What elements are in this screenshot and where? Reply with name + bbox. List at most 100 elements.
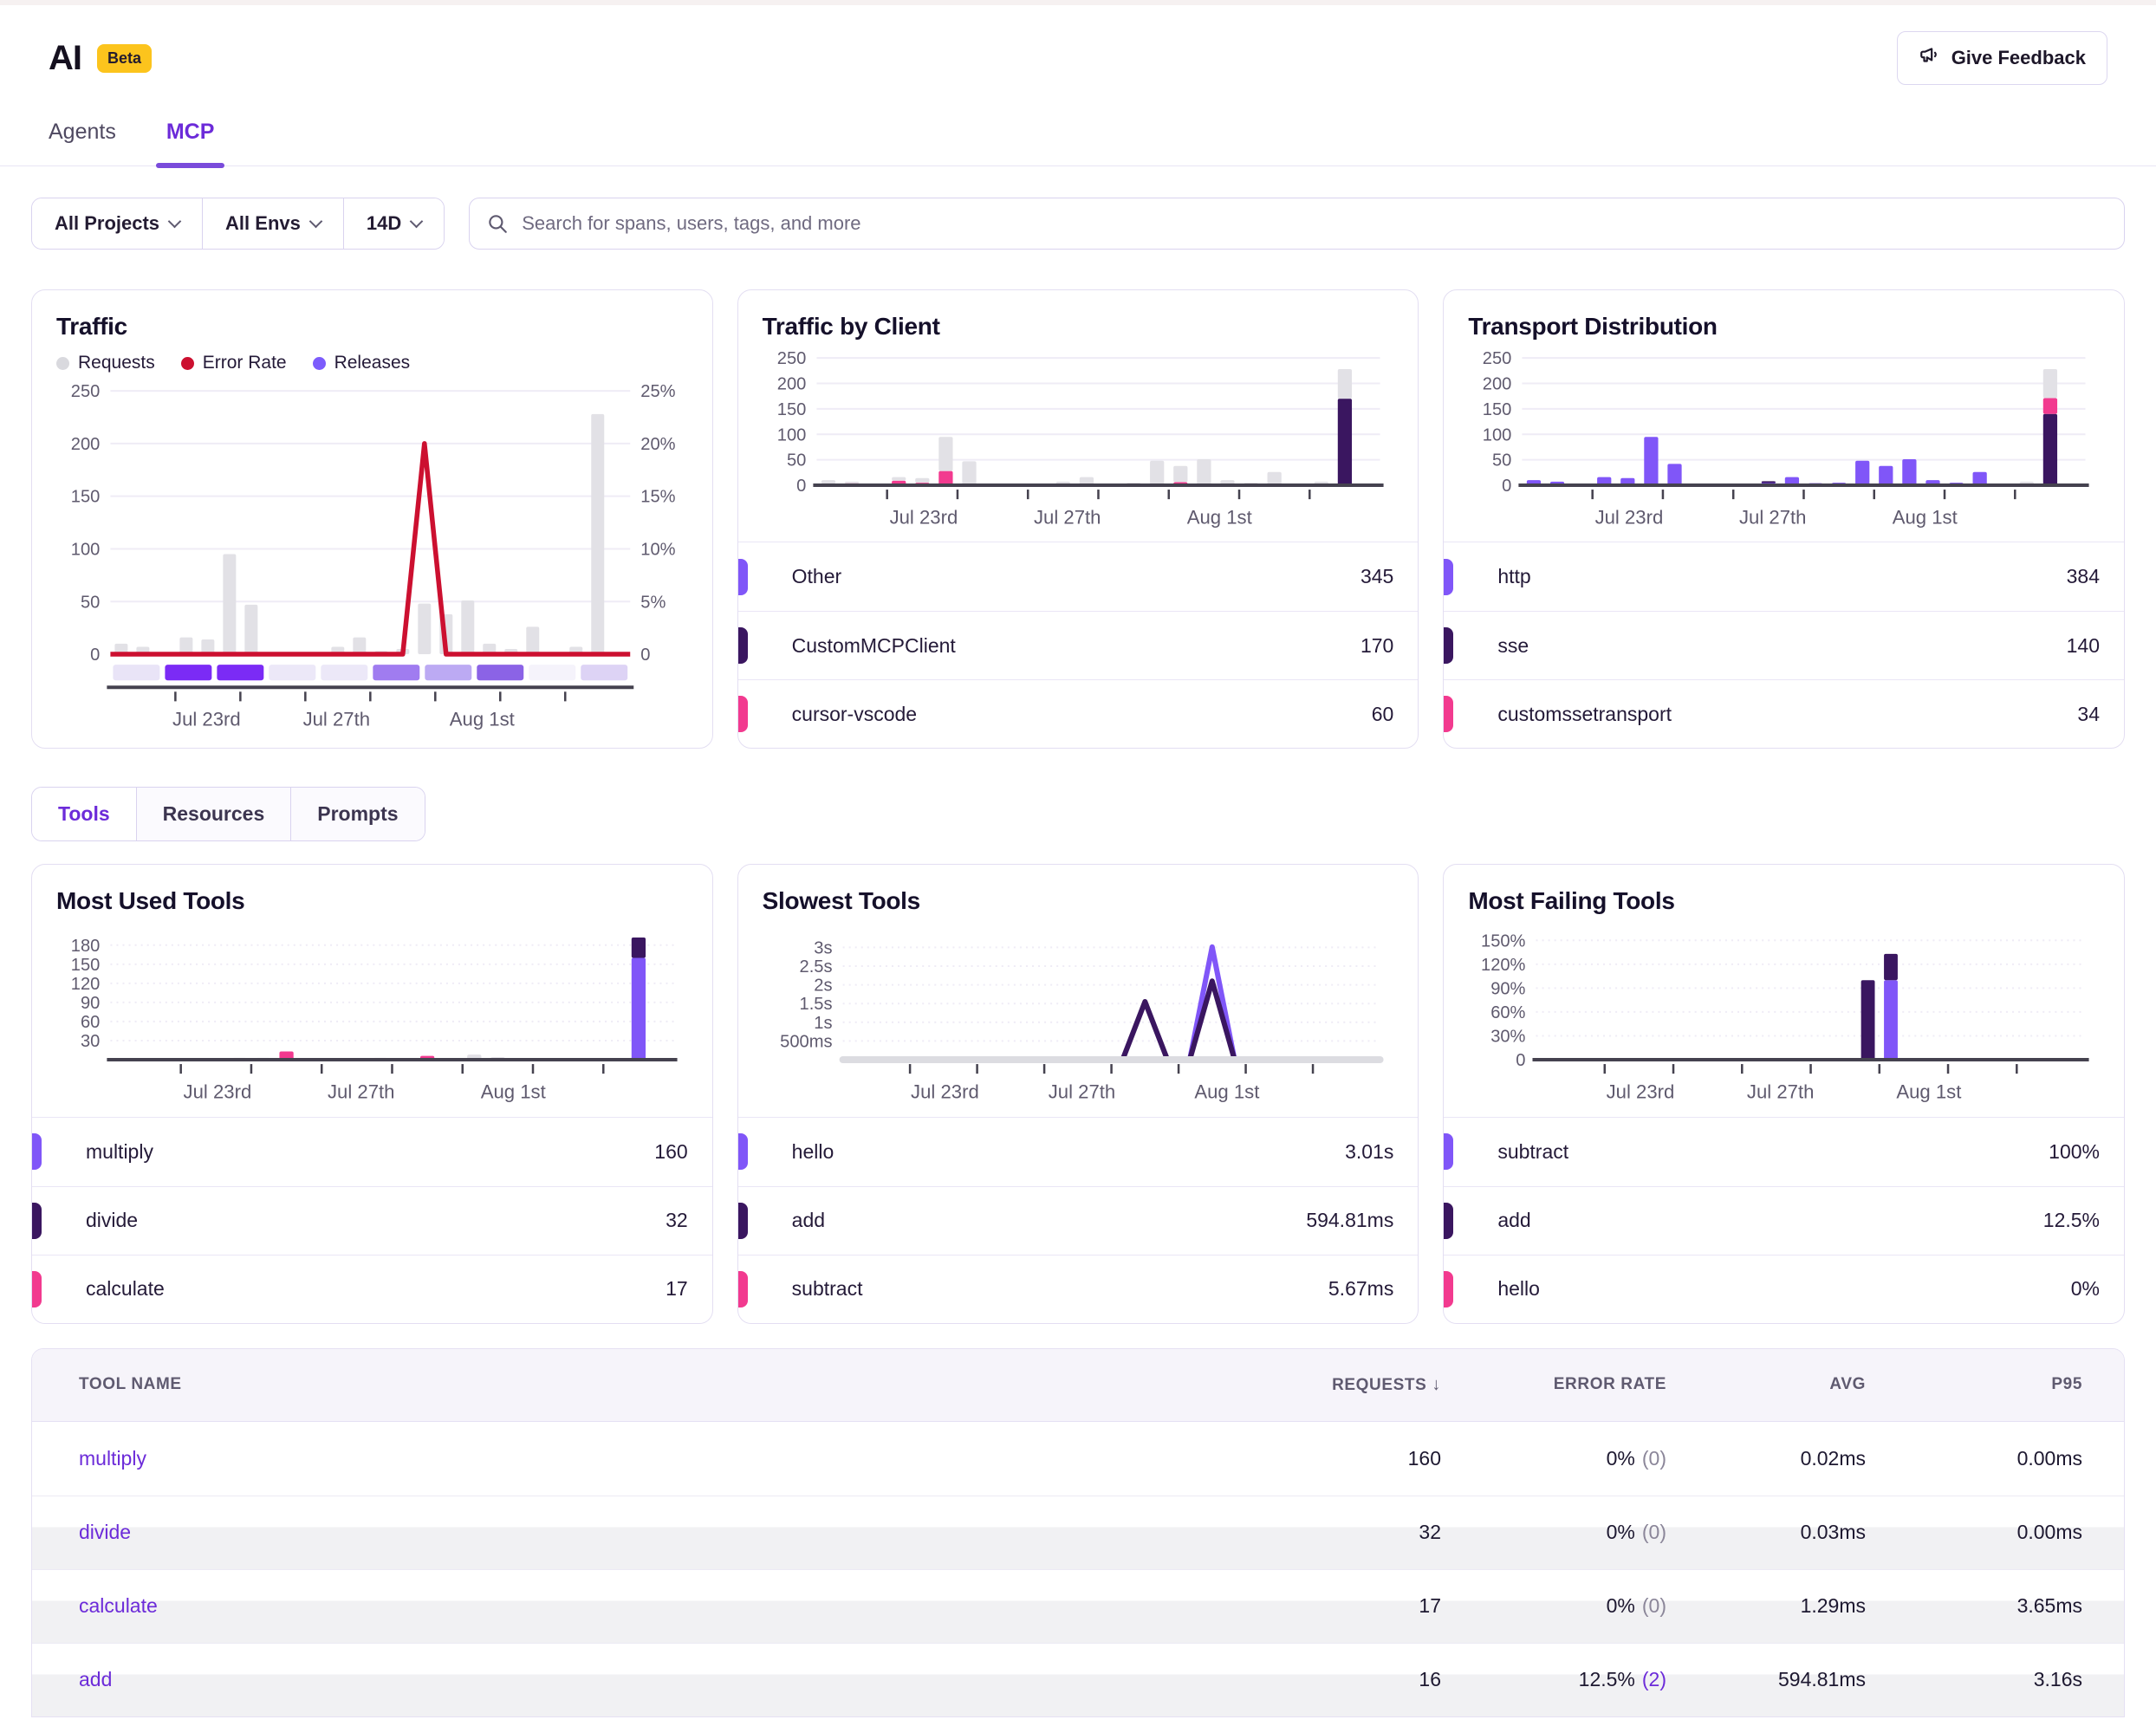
slow-card: Slowest Tools 500ms 1s 1.5s 2s 2.5s 3s Jul 23rd… [737,864,1419,1324]
legend-chip [737,558,748,595]
transport-legend-item[interactable]: http 384 [1444,542,2124,611]
used-legend-item[interactable]: calculate 17 [32,1254,712,1323]
tab-tools[interactable]: Tools [32,788,137,841]
tool-name-link[interactable]: divide [79,1521,132,1544]
used-legend-item[interactable]: divide 32 [32,1185,712,1255]
col-tool-name[interactable]: TOOL NAME [79,1375,182,1394]
transport-legend-item[interactable]: customssetransport 34 [1444,679,2124,748]
slow-legend-item[interactable]: add 594.81ms [737,1185,1419,1255]
primary-tabs: Agents MCP [0,85,2156,168]
svg-text:50: 50 [1492,451,1511,470]
legend-label: calculate [86,1277,165,1301]
svg-text:180: 180 [71,937,101,956]
svg-text:0: 0 [1516,1051,1526,1070]
tab-mcp[interactable]: MCP [155,120,224,168]
legend-label: customssetransport [1497,702,1672,725]
svg-text:3s: 3s [814,939,832,958]
col-requests[interactable]: REQUESTS ↓ [1332,1374,1441,1394]
svg-text:250: 250 [1483,349,1512,368]
svg-text:150: 150 [71,956,101,975]
projects-filter-dropdown[interactable]: All Projects [32,198,204,249]
transport-chart[interactable]: 0 50 100 150 200 250 Jul 23rd Jul 27th Aug 1st [1468,346,2100,533]
svg-text:250: 250 [776,349,806,368]
table-row[interactable]: multiply 160 0% (0) 0.02ms 0.00ms [32,1422,2124,1496]
legend-chip [737,696,748,733]
svg-text:0: 0 [796,477,806,496]
used-title: Most Used Tools [56,887,245,915]
search-icon [486,212,509,239]
transport-card: Transport Distribution 0 50 100 150 200 250 Jul… [1443,289,2125,749]
svg-text:250: 250 [71,382,101,401]
svg-text:Jul 23rd: Jul 23rd [172,709,241,730]
legend-item[interactable]: Error Rate [180,353,287,373]
client-legend-item[interactable]: Other 345 [737,542,1419,611]
svg-text:Jul 23rd: Jul 23rd [889,506,958,528]
tab-resources[interactable]: Resources [136,788,292,841]
failing-chart[interactable]: 0 30% 60% 90% 120% 150% Jul 23rd Jul 27th Aug 1s… [1468,920,2100,1107]
used-legend-item[interactable]: multiply 160 [32,1118,712,1186]
tab-agents[interactable]: Agents [49,120,116,144]
traffic-chart[interactable]: 0 50 100 150 200 250 0 5% 10% 15% 20% 25% Jul 23rd Ju… [56,379,688,740]
legend-value: 384 [2066,565,2100,588]
search-input[interactable] [469,198,2125,250]
tab-prompts[interactable]: Prompts [291,788,425,841]
svg-text:60: 60 [81,1013,100,1032]
charts-row-1: Traffic Requests Error Rate Releases 0 50 100 1… [31,289,2125,749]
svg-text:Jul 23rd: Jul 23rd [184,1081,252,1103]
requests-cell: 32 [1419,1521,1441,1544]
legend-chip [737,1270,748,1307]
col-p95[interactable]: P95 [2051,1375,2082,1394]
col-avg[interactable]: AVG [1829,1375,1866,1394]
error-rate-cell: 0% (0) [1441,1594,1666,1618]
app-header: AI Beta Give Feedback [0,5,2156,85]
legend-label: add [791,1209,826,1232]
tool-name-link[interactable]: multiply [79,1446,146,1470]
give-feedback-button[interactable]: Give Feedback [1896,31,2107,85]
legend-chip [737,627,748,665]
svg-text:Jul 27th: Jul 27th [1034,506,1101,528]
table-row[interactable]: add 16 12.5% (2) 594.81ms 3.16s [32,1642,2124,1716]
svg-text:200: 200 [71,435,101,454]
legend-value: 32 [666,1209,688,1232]
p95-cell: 3.16s [2033,1668,2082,1691]
legend-chip [32,1133,42,1171]
error-count: (0) [1641,1594,1666,1618]
legend-chip [1444,696,1454,733]
avg-cell: 0.03ms [1800,1521,1866,1544]
requests-cell: 160 [1407,1446,1441,1470]
client-legend-item[interactable]: cursor-vscode 60 [737,679,1419,748]
failing-legend-item[interactable]: subtract 100% [1444,1118,2124,1186]
col-error-rate[interactable]: ERROR RATE [1553,1375,1666,1394]
legend-value: 594.81ms [1306,1209,1394,1232]
slow-legend-item[interactable]: subtract 5.67ms [737,1254,1419,1323]
transport-legend-item[interactable]: sse 140 [1444,611,2124,679]
error-rate-cell: 12.5% (2) [1441,1668,1666,1691]
client-legend-item[interactable]: CustomMCPClient 170 [737,611,1419,679]
svg-text:1s: 1s [814,1014,832,1033]
svg-text:Aug 1st: Aug 1st [1893,506,1958,528]
client-chart[interactable]: 0 50 100 150 200 250 Jul 23rd Jul 27th Aug 1st [763,346,1394,533]
envs-filter-dropdown[interactable]: All Envs [203,198,344,249]
daterange-filter-dropdown[interactable]: 14D [343,198,445,249]
tool-name-link[interactable]: add [79,1668,113,1691]
table-row[interactable]: calculate 17 0% (0) 1.29ms 3.65ms [32,1568,2124,1643]
svg-text:100: 100 [1483,425,1512,444]
traffic-title: Traffic [56,313,127,340]
failing-legend-item[interactable]: hello 0% [1444,1254,2124,1323]
legend-chip [32,1270,42,1307]
tools-table: TOOL NAME REQUESTS ↓ ERROR RATE AVG P95 m… [31,1347,2125,1717]
slow-legend-item[interactable]: hello 3.01s [737,1118,1419,1186]
failing-legend-item[interactable]: add 12.5% [1444,1185,2124,1255]
legend-chip [1444,1202,1454,1239]
tool-name-link[interactable]: calculate [79,1594,158,1618]
legend-item[interactable]: Releases [312,353,410,373]
legend-item[interactable]: Requests [56,353,155,373]
svg-text:Jul 27th: Jul 27th [303,709,371,730]
table-row[interactable]: divide 32 0% (0) 0.03ms 0.00ms [32,1495,2124,1569]
legend-dot-icon [180,356,194,370]
error-count-link[interactable]: (2) [1641,1668,1666,1691]
client-title: Traffic by Client [762,313,940,340]
legend-value: 345 [1360,565,1394,588]
